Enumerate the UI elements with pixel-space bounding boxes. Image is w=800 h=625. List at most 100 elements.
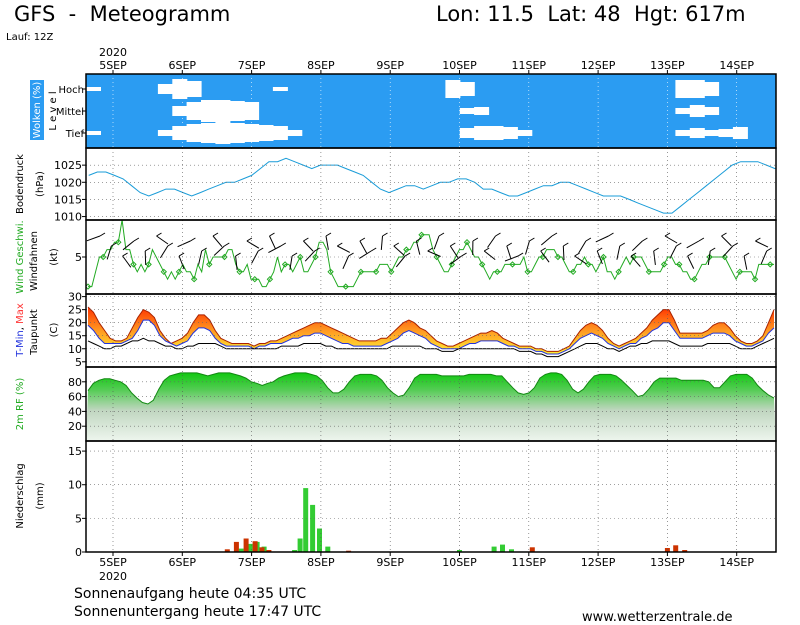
- cloud-cover-hoch: [86, 87, 101, 91]
- y-tick-label: 25: [68, 304, 82, 317]
- y-tick-label: 1025: [54, 159, 82, 172]
- wind-barb: [235, 255, 238, 270]
- panel-background: [86, 148, 776, 220]
- wind-barb: [342, 255, 350, 270]
- cloud-cover-tief: [474, 126, 490, 140]
- wind-barb-flag: [382, 232, 388, 237]
- wind-barb: [268, 245, 282, 254]
- wind-barb-flag: [99, 232, 106, 237]
- cloud-cover-mittel: [689, 105, 705, 117]
- wind-speed-line: [88, 219, 774, 288]
- meteogram-chart: 5SEP 5SEP 6SEP 6SEP 7SEP 7SEP 8SEP 8SEP 9SEP 9SEP…: [15, 46, 777, 580]
- precip-bar: [238, 548, 244, 552]
- wind-speed-marker: [660, 261, 668, 268]
- wind-barb-flag: [732, 242, 739, 247]
- cloud-cover-tief: [272, 126, 288, 140]
- wind-barb-flag: [709, 247, 716, 252]
- wind-barb: [755, 240, 769, 248]
- website-link[interactable]: www.wetterzentrale.de: [582, 610, 733, 625]
- wind-barb: [574, 255, 587, 265]
- cloud-cover-hoch: [157, 84, 173, 94]
- wind-barb-flag: [608, 232, 614, 237]
- cloud-cover-hoch: [675, 80, 691, 98]
- cloud-level-label: Hoch: [59, 85, 84, 96]
- y-tick-label: 1010: [54, 211, 82, 224]
- cloud-cover-tief: [488, 126, 504, 140]
- wind-barb: [504, 255, 519, 262]
- wind-barb-flag: [144, 247, 151, 252]
- wind-speed-marker: [266, 275, 274, 283]
- wind-barb-flag: [212, 232, 219, 237]
- y-tick-label: 1020: [54, 176, 82, 189]
- wind-barb: [213, 245, 225, 256]
- cloud-cover-mittel: [675, 108, 691, 114]
- precip-bar: [500, 544, 505, 552]
- wind-barb: [156, 235, 169, 245]
- wind-barb-flag: [427, 247, 433, 252]
- wind-speed-marker: [357, 268, 365, 276]
- top-day-label: 5SEP: [99, 59, 127, 72]
- wind-barb-flag: [224, 242, 230, 247]
- wind-barb: [487, 235, 496, 248]
- wind-barb-flag: [337, 242, 343, 247]
- cloud-cover-mittel: [215, 100, 231, 122]
- wind-barb: [540, 235, 553, 246]
- cloud-cover-hoch: [445, 80, 461, 98]
- y-tick-label: 10: [68, 479, 82, 492]
- bottom-day-label: 6SEP: [169, 556, 197, 569]
- cloud-cover-mittel: [229, 101, 245, 121]
- cloud-cover-hoch: [272, 87, 288, 91]
- wind-barb-flag: [359, 237, 366, 242]
- wind-barb: [212, 235, 223, 248]
- wind-barb: [483, 250, 496, 260]
- y-tick-label: 0: [75, 546, 82, 559]
- wind-barb-flag: [483, 247, 490, 252]
- wind-barb: [562, 245, 565, 261]
- wind-barb-flag: [416, 237, 422, 242]
- wind-barb: [325, 235, 329, 250]
- axis-title: L e v e l: [48, 91, 59, 130]
- panel-background: [86, 294, 776, 367]
- cloud-cover-tief: [732, 127, 748, 139]
- bottom-day-label: 8SEP: [307, 556, 335, 569]
- cloud-cover-tief: [704, 130, 720, 136]
- panel-frame: [85, 440, 777, 553]
- wind-speed-marker: [463, 238, 471, 246]
- wind-speed-marker: [145, 261, 152, 268]
- bottom-day-label: 14SEP: [719, 556, 754, 569]
- chart-title: GFS - Meteogramm: [14, 2, 231, 26]
- wind-speed-marker: [676, 261, 683, 268]
- wind-barb: [177, 240, 191, 248]
- wind-barb: [303, 240, 314, 252]
- top-day-label: 9SEP: [376, 59, 404, 72]
- wind-barb-flag: [190, 237, 196, 242]
- sunset-info: Sonnenuntergang heute 17:47 UTC: [74, 604, 322, 620]
- wind-barb: [415, 240, 421, 255]
- wind-speed-marker: [342, 283, 349, 290]
- wind-barb-flag: [235, 252, 241, 257]
- wind-barb-flag: [687, 252, 693, 257]
- wind-barb: [86, 235, 101, 242]
- cloud-cover-mittel: [459, 108, 475, 114]
- wind-barb-flag: [461, 252, 467, 257]
- wind-speed-marker: [478, 261, 486, 268]
- cloud-level-label: Tief: [65, 129, 85, 140]
- wind-barb: [304, 250, 316, 262]
- precip-bar: [233, 541, 239, 552]
- cloud-cover-hoch: [186, 81, 202, 97]
- wind-speed-marker: [403, 246, 410, 253]
- wind-barb: [653, 250, 656, 265]
- axis-title: Windfahnen: [29, 231, 40, 291]
- precip-bar: [252, 541, 258, 552]
- wind-barb: [525, 240, 530, 255]
- wind-barb-flag: [517, 252, 524, 257]
- wind-barb-flag: [314, 247, 320, 252]
- wind-barb-flag: [257, 247, 264, 252]
- wind-speed-marker: [569, 268, 577, 276]
- bottom-day-label: 7SEP: [238, 556, 266, 569]
- wind-barb: [359, 240, 368, 254]
- wind-barb-flag: [348, 252, 354, 257]
- precip-bar: [247, 543, 253, 552]
- precip-bar: [243, 538, 249, 552]
- wind-speed-marker: [115, 238, 122, 246]
